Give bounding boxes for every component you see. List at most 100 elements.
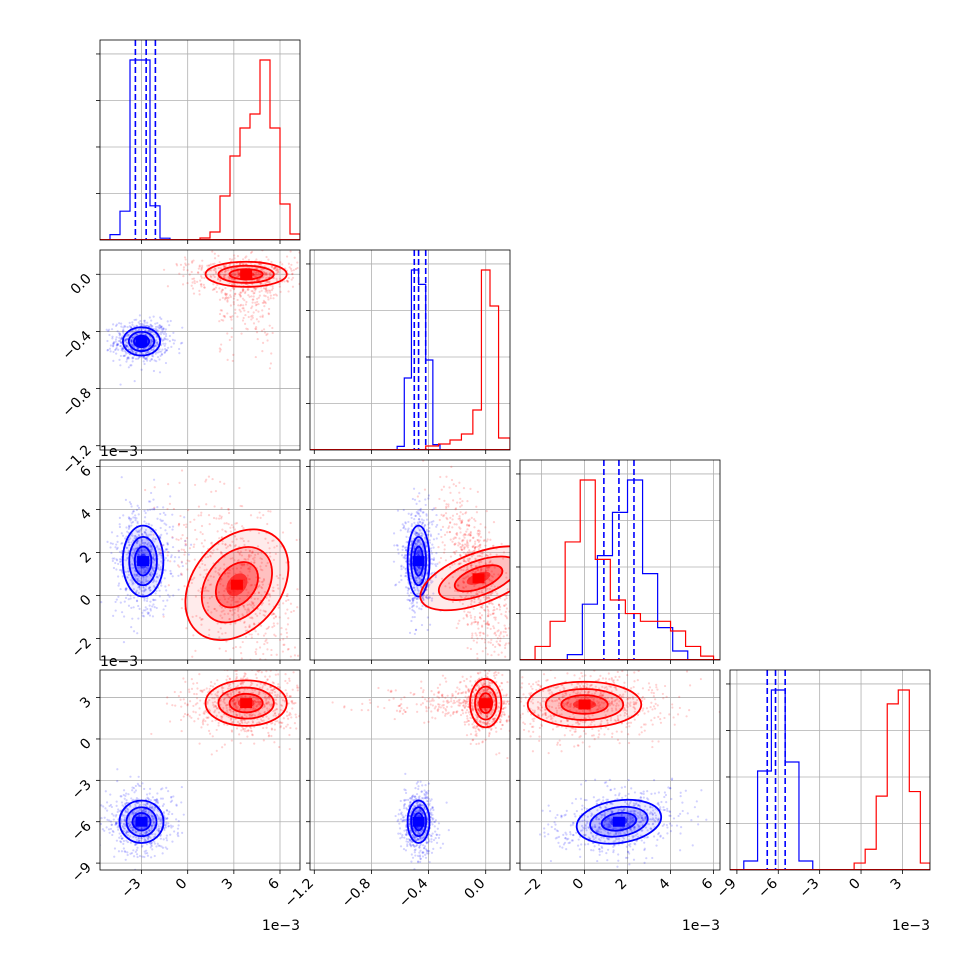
sample-point [228, 257, 232, 261]
sample-point [170, 826, 173, 829]
sample-point [301, 265, 303, 267]
sample-point [125, 792, 128, 795]
sample-point [222, 700, 225, 703]
sample-point [275, 695, 279, 698]
sample-point [140, 533, 144, 536]
sample-point [432, 557, 436, 560]
sample-point [114, 823, 117, 826]
sample-point [408, 599, 412, 602]
sample-point [274, 698, 278, 701]
sample-point [421, 521, 424, 524]
sample-point [233, 273, 236, 276]
sample-point [115, 559, 119, 562]
sample-point [179, 698, 182, 701]
sample-point [150, 844, 153, 848]
sample-point [155, 329, 159, 332]
sample-point [241, 505, 244, 508]
sample-point [118, 516, 121, 519]
sample-point [177, 574, 180, 577]
sample-point [115, 598, 118, 601]
sample-point [151, 566, 154, 569]
sample-point [108, 333, 111, 337]
sample-point [152, 557, 155, 560]
sample-point [158, 582, 161, 585]
sample-point [250, 295, 253, 298]
sample-point [138, 543, 142, 546]
sample-point [130, 339, 133, 342]
sample-point [138, 314, 142, 317]
sample-point [131, 583, 134, 586]
sample-point [416, 532, 419, 535]
sample-point [126, 840, 129, 844]
sample-point [201, 264, 204, 267]
sample-point [163, 577, 166, 580]
sample-point [231, 609, 234, 612]
sample-point [168, 810, 171, 813]
sample-point [140, 845, 144, 848]
sample-point [188, 559, 191, 563]
sample-point [252, 322, 256, 325]
sample-point [240, 666, 242, 668]
sample-point [150, 325, 153, 328]
sample-point [198, 673, 201, 676]
sample-point [233, 703, 236, 706]
sample-point [147, 522, 150, 525]
sample-point [261, 314, 264, 317]
sample-point [260, 557, 264, 561]
sample-point [145, 801, 148, 804]
sample-point [197, 717, 200, 720]
sample-point [435, 525, 438, 528]
sample-point [122, 822, 126, 825]
sample-point [123, 816, 126, 819]
sample-point [236, 550, 240, 554]
sample-point [226, 358, 229, 361]
sample-point [186, 568, 189, 571]
sample-point [210, 681, 213, 684]
sample-point [239, 682, 243, 686]
sample-point [264, 692, 267, 696]
sample-point [251, 606, 254, 609]
sample-point [270, 734, 273, 738]
sample-point [250, 583, 253, 587]
sample-point [424, 536, 427, 540]
sample-point [258, 612, 262, 615]
sample-point [410, 516, 413, 520]
sample-point [240, 681, 243, 684]
sample-point [123, 600, 126, 603]
sample-point [421, 575, 424, 578]
sample-point [144, 528, 148, 532]
sample-point [255, 318, 258, 321]
sample-point [137, 591, 140, 595]
sample-point [278, 721, 281, 724]
sample-point [248, 610, 251, 613]
sample-point [420, 623, 424, 627]
sample-point [139, 529, 142, 532]
sample-point [108, 819, 111, 822]
sample-point [184, 680, 187, 683]
sample-point [300, 723, 302, 725]
sample-point [124, 587, 128, 590]
sample-point [217, 591, 221, 594]
sample-point [159, 549, 162, 552]
sample-point [227, 511, 231, 515]
sample-point [124, 588, 127, 591]
sample-point [264, 301, 267, 305]
sample-point [183, 712, 187, 716]
sample-point [127, 816, 131, 820]
sample-point [161, 804, 164, 808]
sample-point [241, 525, 244, 528]
sample-point [160, 584, 163, 587]
sample-point [258, 278, 261, 282]
sample-point [162, 332, 166, 336]
sample-point [124, 802, 127, 805]
sample-point [217, 664, 219, 666]
sample-point [260, 667, 262, 669]
sample-point [251, 551, 254, 554]
sample-point [216, 622, 219, 625]
sample-point [160, 825, 163, 828]
sample-point [168, 526, 171, 529]
sample-point [150, 824, 153, 827]
sample-point [138, 833, 142, 836]
sample-point [136, 520, 139, 523]
sample-point [416, 586, 419, 590]
